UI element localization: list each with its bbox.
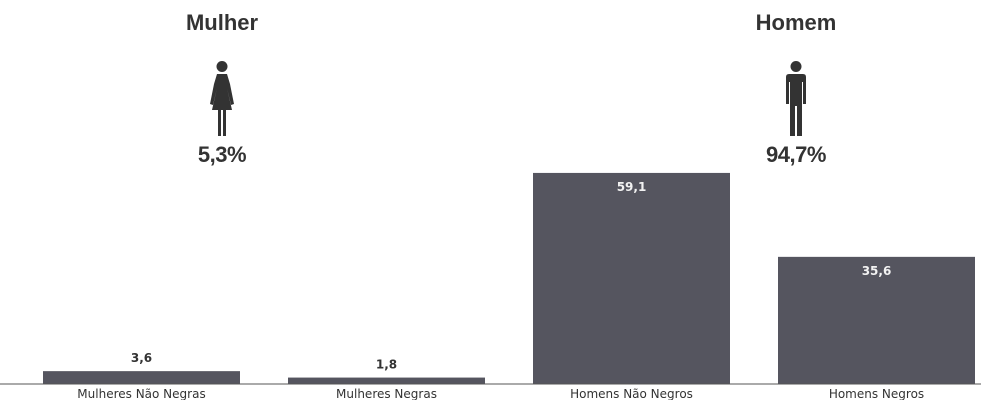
- bar-3: [533, 172, 730, 384]
- man-percent: 94,7%: [766, 142, 826, 167]
- bar-value-label: 35,6: [862, 264, 892, 278]
- woman-title: Mulher: [185, 10, 259, 35]
- category-label: Mulheres Não Negras: [77, 387, 205, 400]
- bar-1: [43, 371, 240, 384]
- bar-value-label: 1,8: [376, 358, 397, 372]
- category-label: Mulheres Negras: [336, 387, 437, 400]
- bar-value-label: 59,1: [617, 180, 647, 194]
- bar-value-label: 3,6: [131, 351, 152, 365]
- man-icon: [786, 61, 806, 136]
- man-title: Homem: [755, 10, 837, 35]
- woman-icon: [210, 61, 234, 136]
- woman-percent: 5,3%: [197, 142, 247, 167]
- woman-summary: Mulher 5,3%: [122, 0, 322, 168]
- bar-2: [288, 377, 485, 384]
- bar-4: [778, 256, 975, 384]
- category-label: Homens Negros: [829, 387, 924, 400]
- man-summary: Homem 94,7%: [696, 0, 896, 168]
- category-label: Homens Não Negros: [570, 387, 693, 400]
